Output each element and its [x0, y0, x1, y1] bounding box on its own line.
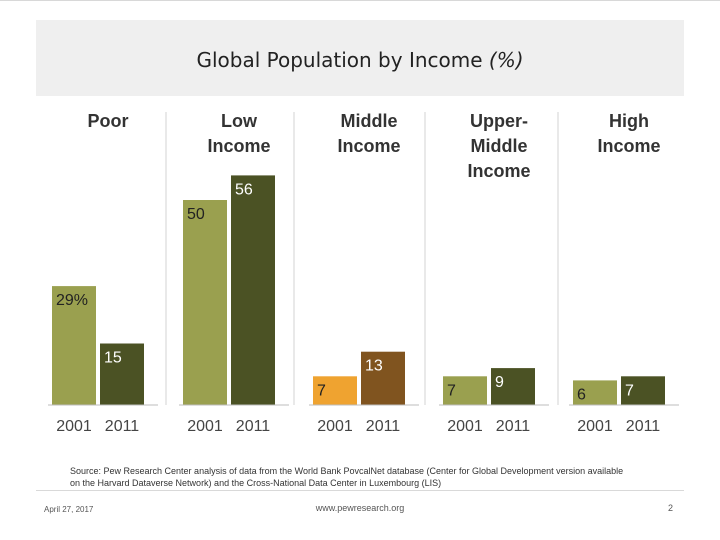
group-label: Upper-Middle Income: [467, 111, 530, 181]
bar-2011: [621, 376, 665, 405]
data-label: 29%: [56, 292, 88, 309]
year-tick-label: 2011: [496, 418, 531, 435]
year-tick-label: 2001: [447, 418, 483, 435]
data-label: 9: [495, 374, 504, 391]
group-label: Low Income: [207, 111, 270, 156]
chart-title-unit: (%): [488, 48, 524, 72]
bar-2011: [491, 368, 535, 405]
data-label: 50: [187, 206, 205, 223]
year-tick-label: 2001: [317, 418, 353, 435]
year-tick-label: 2011: [626, 418, 661, 435]
bar-2001: [313, 376, 357, 405]
bar-2011: [100, 343, 144, 405]
title-band: Global Population by Income (%): [36, 20, 684, 96]
chart-title-main: Global Population by Income: [196, 48, 489, 72]
group-label: Middle Income: [337, 111, 400, 156]
year-tick-label: 2011: [105, 418, 140, 435]
data-label: 7: [317, 382, 326, 399]
footer-url: www.pewresearch.org: [315, 503, 405, 513]
data-label: 7: [625, 382, 634, 399]
footer-date: April 27, 2017: [44, 505, 94, 514]
data-label: 13: [365, 358, 383, 375]
data-label: 7: [447, 382, 456, 399]
slide-top-border: [0, 0, 720, 1]
bar-2001: [52, 286, 96, 405]
data-label: 15: [104, 350, 122, 367]
bar-2001: [183, 200, 227, 405]
source-note: Source: Pew Research Center analysis of …: [70, 466, 624, 488]
year-tick-label: 2011: [236, 418, 271, 435]
year-tick-label: 2001: [187, 418, 223, 435]
bar-2001: [443, 376, 487, 405]
year-tick-label: 2011: [366, 418, 401, 435]
bar-2011: [361, 351, 405, 405]
year-tick-label: 2001: [577, 418, 613, 435]
page-number: 2: [668, 503, 674, 513]
bar-2001: [573, 380, 617, 405]
chart-title: Global Population by Income (%): [36, 48, 684, 72]
bar-chart: Poor 29% 2001 15 2011 Low Income 50 2001 56 2011 Mi…: [48, 111, 679, 435]
data-label: 6: [577, 386, 586, 403]
year-tick-label: 2001: [56, 418, 92, 435]
footer-divider: [36, 490, 684, 491]
data-label: 56: [235, 181, 253, 198]
group-label: Poor: [87, 111, 128, 131]
bar-2011: [231, 175, 275, 405]
group-label: High Income: [597, 111, 660, 156]
